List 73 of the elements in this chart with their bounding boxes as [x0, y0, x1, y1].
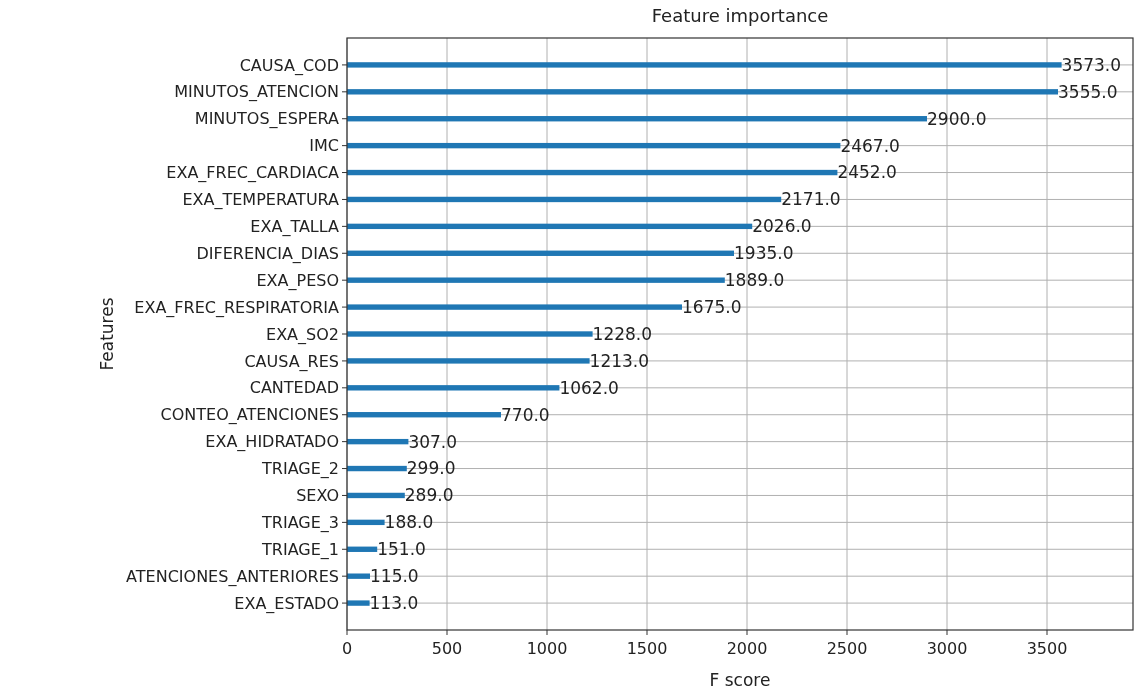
data-label: 2452.0: [837, 162, 897, 183]
data-label: 1675.0: [682, 297, 742, 318]
data-label: 188.0: [384, 512, 434, 533]
y-tick-label: EXA_HIDRATADO: [205, 432, 339, 453]
x-tick-label: 3000: [926, 639, 968, 658]
data-label: 770.0: [501, 404, 550, 425]
bar: [347, 358, 590, 364]
x-tick-label: 2000: [726, 639, 768, 658]
data-label: 3573.0: [1061, 54, 1122, 75]
data-label: 289.0: [404, 485, 454, 506]
x-tick-label: 1000: [526, 639, 568, 658]
data-label: 2026.0: [752, 216, 812, 237]
y-tick-label: EXA_FREC_RESPIRATORIA: [134, 297, 340, 318]
y-tick-label: EXA_PESO: [256, 270, 339, 291]
data-label: 113.0: [369, 593, 419, 614]
y-tick-label: MINUTOS_ESPERA: [194, 109, 340, 130]
y-tick-label: TRIAGE_3: [261, 512, 339, 533]
y-tick-label: DIFERENCIA_DIAS: [196, 243, 339, 264]
y-tick-label: EXA_ESTADO: [234, 593, 339, 614]
data-label: 307.0: [408, 431, 458, 452]
bar: [347, 89, 1058, 95]
y-tick-label: EXA_TEMPERATURA: [182, 190, 340, 211]
bar: [347, 465, 407, 472]
data-label: 299.0: [406, 458, 456, 479]
data-label: 1213.0: [589, 350, 650, 371]
data-label: 2171.0: [781, 189, 841, 210]
y-tick-label: MINUTOS_ATENCION: [174, 82, 339, 103]
bar: [347, 223, 753, 230]
y-tick-label: EXA_SO2: [266, 324, 339, 345]
y-tick-label: EXA_TALLA: [250, 216, 340, 237]
x-tick-label: 3500: [1026, 639, 1068, 658]
data-label: 1228.0: [592, 323, 653, 344]
y-tick-label: SEXO: [296, 486, 339, 506]
bar: [347, 196, 782, 203]
bar: [347, 331, 593, 337]
y-tick-label: TRIAGE_1: [261, 539, 339, 560]
x-tick-label: 2500: [826, 639, 868, 658]
x-tick-label: 0: [341, 639, 353, 658]
x-axis-title: F score: [709, 670, 771, 690]
data-label: 1889.0: [724, 270, 785, 291]
bar: [347, 600, 370, 606]
y-tick-label: TRIAGE_2: [261, 459, 339, 480]
y-tick-label: CONTEO_ATENCIONES: [160, 405, 339, 426]
y-tick-label: EXA_FREC_CARDIACA: [166, 163, 340, 184]
chart-title: Feature importance: [651, 5, 829, 26]
data-label: 1935.0: [734, 243, 794, 264]
y-tick-label: CANTEDAD: [249, 378, 339, 398]
y-tick-label: ATENCIONES_ANTERIORES: [126, 566, 339, 587]
data-label: 115.0: [370, 566, 419, 587]
data-label: 1062.0: [559, 377, 619, 398]
y-axis-title: Features: [96, 297, 117, 371]
y-tick-label: IMC: [309, 136, 339, 156]
bar: [347, 519, 385, 526]
bar: [347, 169, 838, 176]
bar: [347, 573, 370, 579]
x-tick-label: 1500: [626, 639, 668, 658]
bar: [347, 116, 927, 122]
bar: [347, 62, 1062, 68]
bar: [347, 304, 682, 310]
bar: [347, 142, 841, 149]
data-label: 151.0: [377, 539, 426, 560]
data-label: 2467.0: [840, 135, 900, 156]
bar: [347, 412, 501, 418]
x-tick-label: 500: [431, 639, 463, 658]
bar: [347, 250, 734, 256]
data-label: 2900.0: [927, 108, 987, 129]
bar: [347, 385, 560, 391]
y-tick-label: CAUSA_RES: [244, 351, 339, 372]
bar: [347, 277, 725, 283]
bar: [347, 438, 409, 445]
y-tick-label: CAUSA_COD: [239, 55, 339, 76]
data-label: 3555.0: [1058, 81, 1118, 102]
bar: [347, 492, 405, 499]
